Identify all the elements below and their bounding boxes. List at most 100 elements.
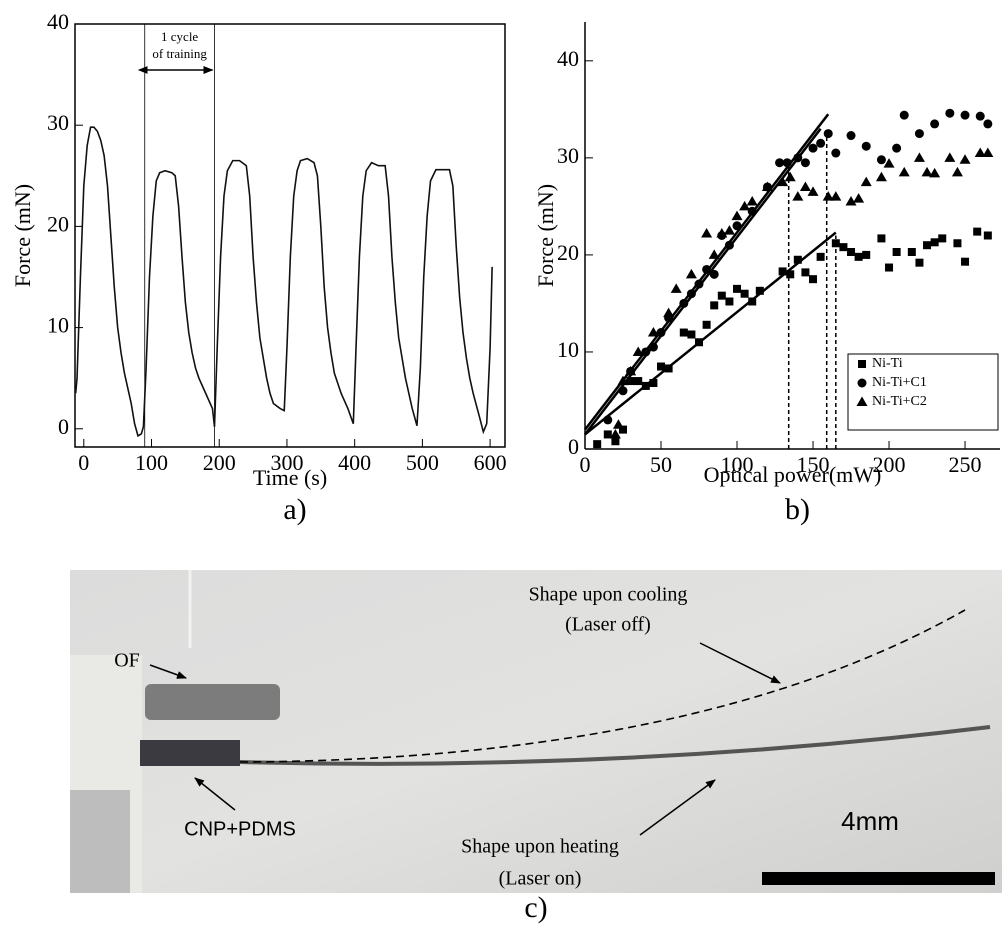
data-line <box>74 126 493 438</box>
point <box>876 155 886 165</box>
point <box>885 263 894 272</box>
point <box>800 158 810 168</box>
point <box>847 247 856 256</box>
point <box>923 241 932 250</box>
point <box>731 210 743 221</box>
photo-label: Shape upon cooling <box>529 584 688 606</box>
point <box>808 143 818 153</box>
fiber-holder <box>145 684 280 720</box>
y-tick-label: 20 <box>47 211 69 236</box>
point <box>782 158 792 168</box>
point <box>799 181 811 191</box>
x-tick-label: 400 <box>338 450 371 475</box>
point <box>723 225 735 235</box>
point <box>944 152 956 162</box>
point <box>724 240 734 250</box>
point <box>648 342 658 352</box>
photo-label: Shape upon heating <box>461 836 619 858</box>
point <box>860 176 872 187</box>
photo-background <box>70 570 1002 893</box>
arrow <box>194 777 236 811</box>
point <box>953 239 962 248</box>
point <box>611 437 620 446</box>
point <box>740 289 749 298</box>
point <box>877 234 886 243</box>
point <box>625 365 637 376</box>
point <box>823 129 833 139</box>
point <box>778 267 787 276</box>
point <box>861 141 871 151</box>
point <box>961 257 970 266</box>
photo-label: (Laser off) <box>565 614 651 636</box>
heated-shape <box>239 725 991 766</box>
point <box>839 243 848 252</box>
point <box>641 381 650 390</box>
y-tick-label: 0 <box>568 434 579 459</box>
point <box>603 430 612 439</box>
point <box>702 320 711 329</box>
x-tick-label: 200 <box>873 452 906 477</box>
fit-line <box>584 231 837 436</box>
point <box>807 186 819 196</box>
photo-label: OF <box>114 650 140 672</box>
x-tick-label: 500 <box>406 450 439 475</box>
point <box>657 362 666 371</box>
x-tick-label: 300 <box>270 450 303 475</box>
point <box>982 147 994 158</box>
point <box>786 270 795 279</box>
point <box>930 119 940 129</box>
y-axis-label: Force (mN) <box>10 184 35 287</box>
point <box>708 249 720 259</box>
plot-frame <box>74 23 506 448</box>
point <box>921 166 933 177</box>
annotation-text: of training <box>152 46 207 61</box>
x-axis-label: Optical power(mW) <box>704 462 882 487</box>
y-tick-label: 40 <box>47 9 69 34</box>
legend-label: Ni-Ti <box>872 356 903 371</box>
y-tick-label: 30 <box>557 143 579 168</box>
arrow <box>639 779 716 836</box>
point <box>898 166 910 177</box>
point <box>619 425 628 434</box>
x-axis-label: Time (s) <box>253 465 327 490</box>
panel-label: b) <box>785 493 810 526</box>
point <box>649 379 658 388</box>
point <box>801 268 810 277</box>
point <box>845 196 857 206</box>
legend-box <box>847 353 999 431</box>
point <box>777 176 789 187</box>
holder-base <box>70 790 130 893</box>
point <box>663 307 675 318</box>
point <box>816 252 825 261</box>
legend-marker <box>858 360 866 368</box>
point <box>686 289 696 299</box>
point <box>775 158 785 168</box>
point <box>951 166 963 177</box>
point <box>710 301 719 310</box>
x-tick-label: 150 <box>797 452 830 477</box>
point <box>641 347 651 357</box>
point <box>685 268 697 279</box>
point <box>973 227 982 236</box>
x-tick-label: 100 <box>135 450 168 475</box>
point <box>694 279 704 289</box>
y-tick-label: 30 <box>47 110 69 135</box>
point <box>732 221 742 231</box>
point <box>930 238 939 247</box>
point <box>784 171 796 182</box>
point <box>809 275 818 284</box>
annotation-text: 1 cycle <box>161 29 198 44</box>
point <box>862 250 871 259</box>
point <box>975 111 985 121</box>
point <box>929 167 941 178</box>
point <box>634 377 643 386</box>
legend-label: Ni-Ti+C1 <box>872 375 927 390</box>
point <box>875 171 887 182</box>
point <box>679 328 688 337</box>
point <box>792 191 804 201</box>
point <box>938 234 947 243</box>
point <box>695 338 704 347</box>
point <box>746 196 758 206</box>
